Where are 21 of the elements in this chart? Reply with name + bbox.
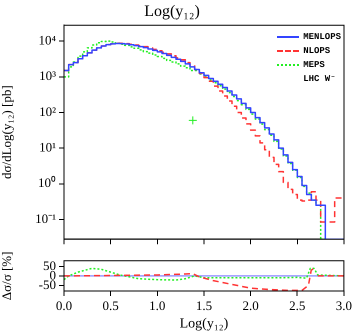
y-tick-label: 10³ xyxy=(39,68,56,84)
x-axis-title: Log(y₁₂) xyxy=(180,316,229,332)
legend-label: NLOPS xyxy=(303,45,330,58)
annotation: LHC W⁻ xyxy=(302,73,337,86)
chart-title: Log(y₁₂) xyxy=(144,2,200,20)
x-tick-label: 0.5 xyxy=(102,298,119,314)
y-tick-label: 10¹ xyxy=(39,140,56,155)
y-axis-title: Δσ/σ [%] xyxy=(0,252,14,300)
x-tick-label: 1.0 xyxy=(149,298,166,314)
y-tick-label: 10⁻¹ xyxy=(35,210,56,226)
legend-label: MEPS xyxy=(303,59,325,72)
y-tick-label: 10⁰ xyxy=(38,175,56,190)
x-tick-label: 3.0 xyxy=(336,298,352,314)
x-tick-label: 1.5 xyxy=(196,298,212,314)
y-axis-title: dσ/dLog(y₁₂) [pb] xyxy=(0,85,14,180)
x-tick-label: 0.0 xyxy=(56,298,72,314)
x-tick-label: 2.5 xyxy=(289,298,306,314)
y-tick-label: 10² xyxy=(39,104,56,119)
x-tick-label: 2.0 xyxy=(242,298,259,314)
legend-label: MENLOPS xyxy=(303,31,341,44)
y-tick-label: 10⁴ xyxy=(38,32,56,48)
